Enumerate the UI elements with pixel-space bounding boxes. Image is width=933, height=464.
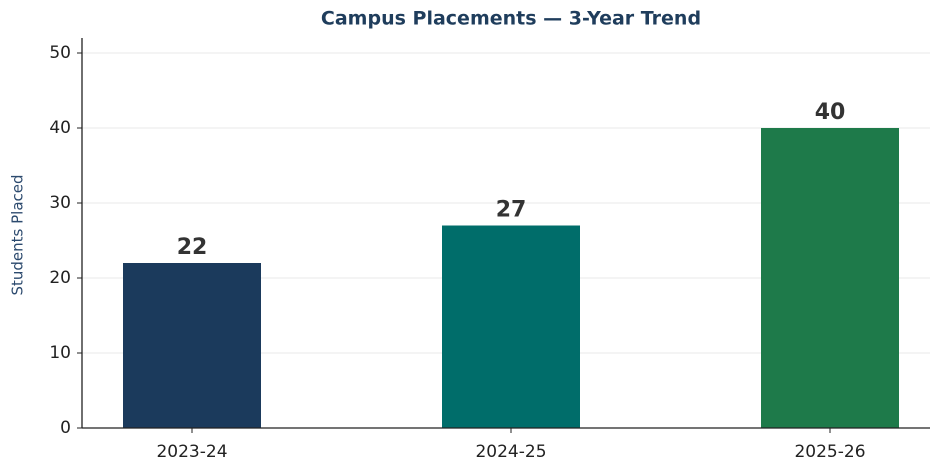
bar bbox=[442, 225, 580, 428]
chart-title: Campus Placements — 3-Year Trend bbox=[321, 8, 701, 30]
y-tick-label: 0 bbox=[60, 418, 71, 438]
y-tick-label: 10 bbox=[49, 343, 71, 363]
x-tick-label: 2023-24 bbox=[156, 442, 227, 462]
bar bbox=[123, 263, 261, 428]
x-tick-label: 2024-25 bbox=[475, 442, 546, 462]
y-tick-label: 30 bbox=[49, 193, 71, 213]
y-axis-label: Students Placed bbox=[9, 174, 27, 295]
bar bbox=[761, 128, 899, 428]
data-label: 22 bbox=[177, 235, 208, 260]
x-tick-label: 2025-26 bbox=[794, 442, 865, 462]
y-tick-label: 40 bbox=[49, 118, 71, 138]
data-label: 40 bbox=[815, 100, 846, 125]
y-tick-label: 20 bbox=[49, 268, 71, 288]
y-tick-label: 50 bbox=[49, 43, 71, 63]
data-label: 27 bbox=[496, 198, 527, 223]
